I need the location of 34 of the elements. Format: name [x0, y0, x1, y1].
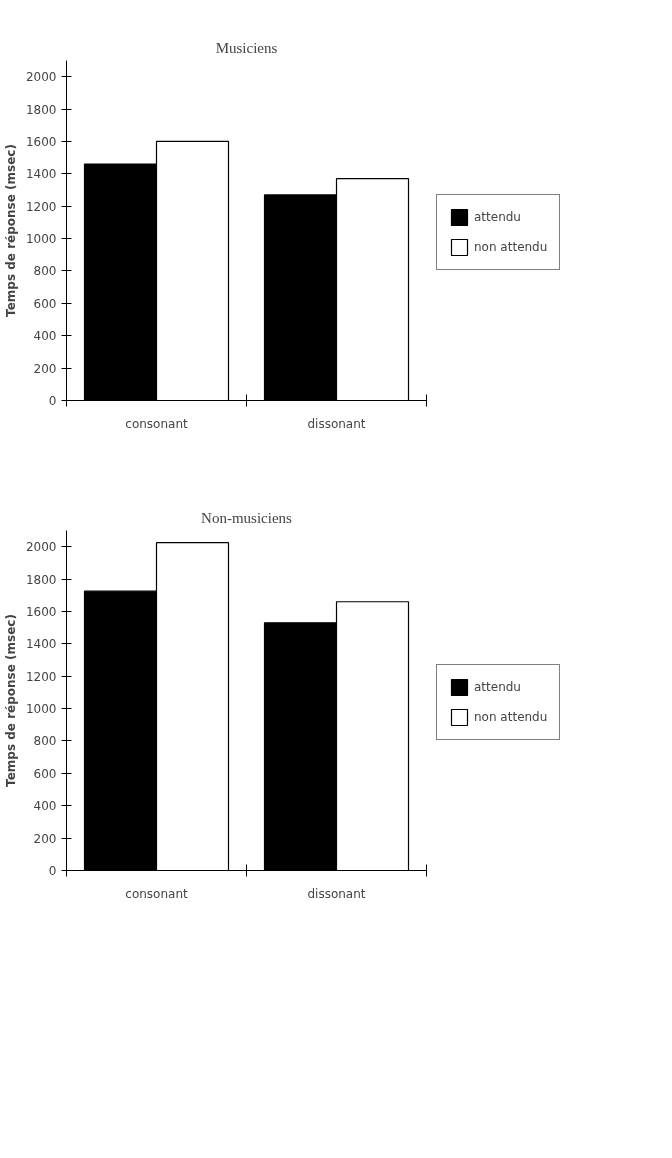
legend-label: attendu [474, 210, 521, 224]
legend-label: non attendu [474, 710, 548, 724]
y-tick-label: 2000 [25, 540, 57, 555]
y-tick-label: 1600 [25, 604, 57, 619]
y-axis-title: Temps de réponse (msec) [3, 614, 18, 787]
y-tick-label: 1000 [25, 702, 57, 717]
y-tick-label: 1800 [25, 572, 57, 587]
x-tick-label: dissonant [307, 886, 366, 901]
y-tick-label: 800 [33, 264, 57, 279]
legend-label: non attendu [474, 240, 548, 254]
y-tick-label: 1400 [25, 637, 57, 652]
y-tick-label: 0 [48, 394, 57, 408]
y-tick-label: 600 [33, 296, 57, 311]
x-tick-label: consonant [125, 886, 188, 901]
y-tick-label: 1400 [25, 167, 57, 182]
y-tick-label: 1800 [25, 102, 57, 117]
x-tick-label: consonant [125, 416, 188, 431]
y-tick-label: 600 [33, 766, 57, 781]
y-tick-label: 800 [33, 734, 57, 749]
y-tick-label: 2000 [25, 70, 57, 85]
y-tick-label: 400 [33, 799, 57, 814]
y-tick-label: 1200 [25, 199, 57, 214]
y-axis-title: Temps de réponse (msec) [3, 144, 18, 317]
chart-title: Musiciens [215, 39, 278, 56]
y-tick-label: 200 [33, 831, 57, 846]
x-tick-label: dissonant [307, 416, 366, 431]
y-tick-label: 1000 [25, 232, 57, 247]
y-tick-label: 400 [33, 329, 57, 344]
chart-title: Non-musiciens [201, 509, 293, 526]
y-tick-label: 200 [33, 361, 57, 376]
y-tick-label: 1600 [25, 134, 57, 149]
y-tick-label: 0 [48, 864, 57, 878]
legend-label: attendu [474, 680, 521, 694]
y-tick-label: 1200 [25, 669, 57, 684]
